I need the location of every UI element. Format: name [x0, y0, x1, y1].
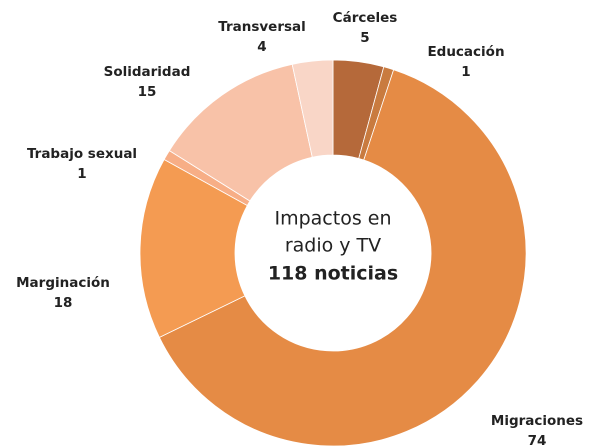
donut-slice [158, 69, 527, 447]
slice-label: Cárceles [333, 10, 398, 26]
slice-value: 1 [461, 64, 470, 80]
center-text: radio y TV [285, 235, 381, 257]
slice-value: 4 [257, 39, 266, 55]
slice-label: Marginación [16, 275, 110, 291]
slice-value: 18 [54, 295, 73, 311]
slice-label: Trabajo sexual [27, 146, 137, 162]
donut-slice [291, 59, 334, 158]
slice-value: 74 [528, 433, 547, 447]
slice-label: Solidaridad [104, 64, 191, 80]
center-total: 118 noticias [268, 263, 398, 285]
slice-label: Educación [427, 44, 504, 60]
slice-label: Migraciones [491, 413, 583, 429]
slice-value: 5 [360, 30, 369, 46]
slice-value: 1 [77, 166, 86, 182]
slice-value: 15 [138, 84, 157, 100]
slice-label: Transversal [218, 19, 306, 35]
center-text: Impactos en [274, 208, 391, 230]
